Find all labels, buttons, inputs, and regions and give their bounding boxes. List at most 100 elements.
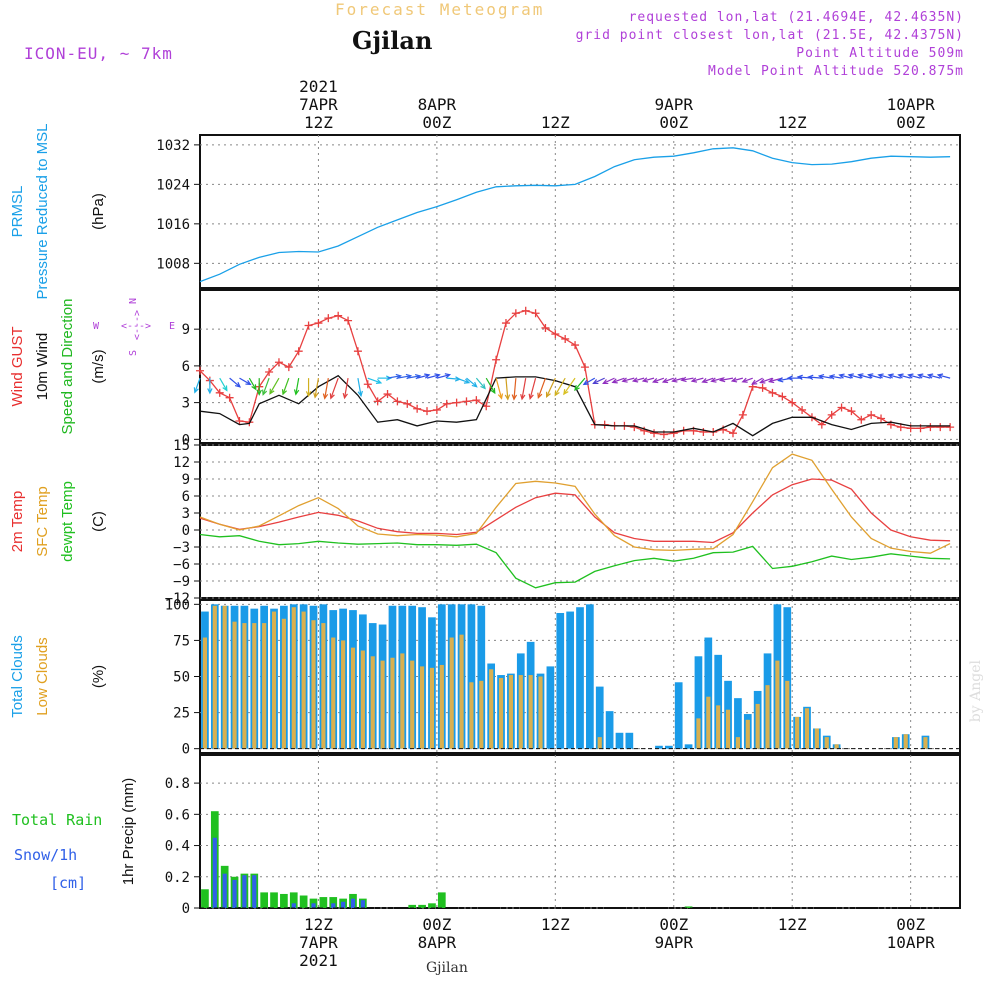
bar-low-clouds xyxy=(696,718,701,749)
gust-marker xyxy=(511,309,520,318)
bar-snow-1h xyxy=(232,879,237,908)
wind-arrow-head xyxy=(641,377,649,383)
y-tick-label: 6 xyxy=(182,489,190,505)
wind-arrow-head xyxy=(907,373,914,379)
gust-marker xyxy=(492,355,501,364)
wind-arrow xyxy=(521,378,527,400)
gust-marker xyxy=(521,306,530,315)
top-label-date: 10APR xyxy=(887,95,936,114)
wind-arrow xyxy=(282,377,290,395)
bar-low-clouds xyxy=(301,611,306,749)
gust-marker xyxy=(462,397,471,406)
wind-arrow xyxy=(387,375,401,379)
bottom-label-hour: 00Z xyxy=(659,915,688,934)
bar-total-clouds xyxy=(694,656,703,749)
wind-arrow xyxy=(928,374,941,379)
bar-low-clouds xyxy=(528,675,533,749)
bar-low-clouds xyxy=(597,737,602,749)
bar-low-clouds xyxy=(538,676,543,749)
bar-total-clouds xyxy=(783,607,792,749)
wind-arrow xyxy=(839,374,852,379)
wind-arrow xyxy=(583,377,596,385)
gust-marker xyxy=(334,311,343,320)
wind-arrow xyxy=(662,377,674,383)
bar-low-clouds xyxy=(775,660,780,749)
wind-arrow xyxy=(436,374,450,379)
panel-label: 2m Temp xyxy=(9,491,26,552)
bar-low-clouds xyxy=(390,657,395,749)
gust-marker xyxy=(442,399,451,408)
y-tick-label: −9 xyxy=(173,574,190,590)
y-tick-label: 0.4 xyxy=(165,839,190,855)
wind-arrow-head xyxy=(251,384,257,391)
wind-arrow-head xyxy=(936,373,944,379)
bar-low-clouds xyxy=(321,623,326,749)
bar-low-clouds xyxy=(814,728,819,749)
gust-marker xyxy=(432,405,441,414)
bar-low-clouds xyxy=(795,716,800,749)
bar-snow-1h xyxy=(252,875,257,908)
wind-arrow-head xyxy=(828,374,835,380)
gust-marker xyxy=(936,423,945,432)
gust-marker xyxy=(482,402,491,411)
wind-arrow xyxy=(529,377,537,399)
wind-arrow xyxy=(554,377,566,396)
wind-arrow-head xyxy=(680,376,687,383)
gust-marker xyxy=(561,334,570,343)
y-tick-label: 9 xyxy=(182,322,190,338)
gust-marker xyxy=(196,366,204,375)
wind-arrow-head xyxy=(554,390,560,397)
wind-arrow-head xyxy=(796,374,803,380)
gust-marker xyxy=(304,321,313,330)
wind-arrow-head xyxy=(222,385,228,392)
panel-frame xyxy=(199,289,961,444)
bottom-label-year: 2021 xyxy=(299,951,338,970)
location-name: Gjilan xyxy=(352,26,433,55)
bar-total-clouds xyxy=(615,732,624,749)
panel-precip: 0 0.2 0.4 0.6 0.8 1hr Precip (mm) xyxy=(120,754,961,917)
gust-marker xyxy=(788,398,797,407)
gust-marker xyxy=(541,323,550,332)
y-tick-label: 0.6 xyxy=(165,807,190,823)
bar-low-clouds xyxy=(341,640,346,749)
bar-low-clouds xyxy=(262,623,267,749)
unit-label: (%) xyxy=(90,665,107,688)
wind-arrow-head xyxy=(504,394,511,401)
gust-marker xyxy=(265,368,274,377)
gust-marker xyxy=(393,397,402,406)
bottom-label-date: 7APR xyxy=(299,933,338,952)
y-tick-label: 1032 xyxy=(156,138,190,154)
wind-arrow-head xyxy=(631,377,639,383)
bar-low-clouds xyxy=(735,737,740,749)
panel-label: Low Clouds xyxy=(34,637,51,715)
series-line-10m-wind xyxy=(199,374,951,437)
wind-arrow xyxy=(819,375,832,379)
bar-low-clouds xyxy=(755,703,760,749)
requested-coords: requested lon,lat (21.4694E, 42.4635N) xyxy=(628,10,964,25)
bar-total-clouds xyxy=(664,745,673,749)
panel-wind: 0 3 6 9 Wind GUST 10m Wind Speed and Direction… xyxy=(9,289,961,448)
wind-arrow-head xyxy=(777,377,784,383)
wind-arrow xyxy=(262,377,270,395)
bar-snow-1h xyxy=(331,903,336,908)
bottom-label-hour: 00Z xyxy=(422,915,451,934)
wind-arrow-head xyxy=(497,393,504,400)
legend-snow-unit: [cm] xyxy=(50,874,86,892)
bar-low-clouds xyxy=(400,653,405,749)
panel-pressure: 1008 1016 1024 1032 PRMSL Pressure Reduced to… xyxy=(9,124,961,299)
y-tick-label: 0 xyxy=(182,742,190,758)
y-tick-label: 1016 xyxy=(156,217,190,233)
wind-arrow-head xyxy=(574,385,580,392)
bar-low-clouds xyxy=(508,675,513,749)
y-tick-label: 0 xyxy=(182,523,190,539)
y-tick-label: 9 xyxy=(182,472,190,488)
wind-arrow-head xyxy=(444,373,452,379)
bar-low-clouds xyxy=(212,605,217,749)
bar-total-rain xyxy=(289,892,298,908)
wind-arrow xyxy=(868,374,882,379)
wind-arrow xyxy=(269,377,280,394)
top-label-hour: 00Z xyxy=(422,113,451,132)
wind-arrow xyxy=(751,377,763,385)
y-tick-label: −6 xyxy=(173,557,190,573)
